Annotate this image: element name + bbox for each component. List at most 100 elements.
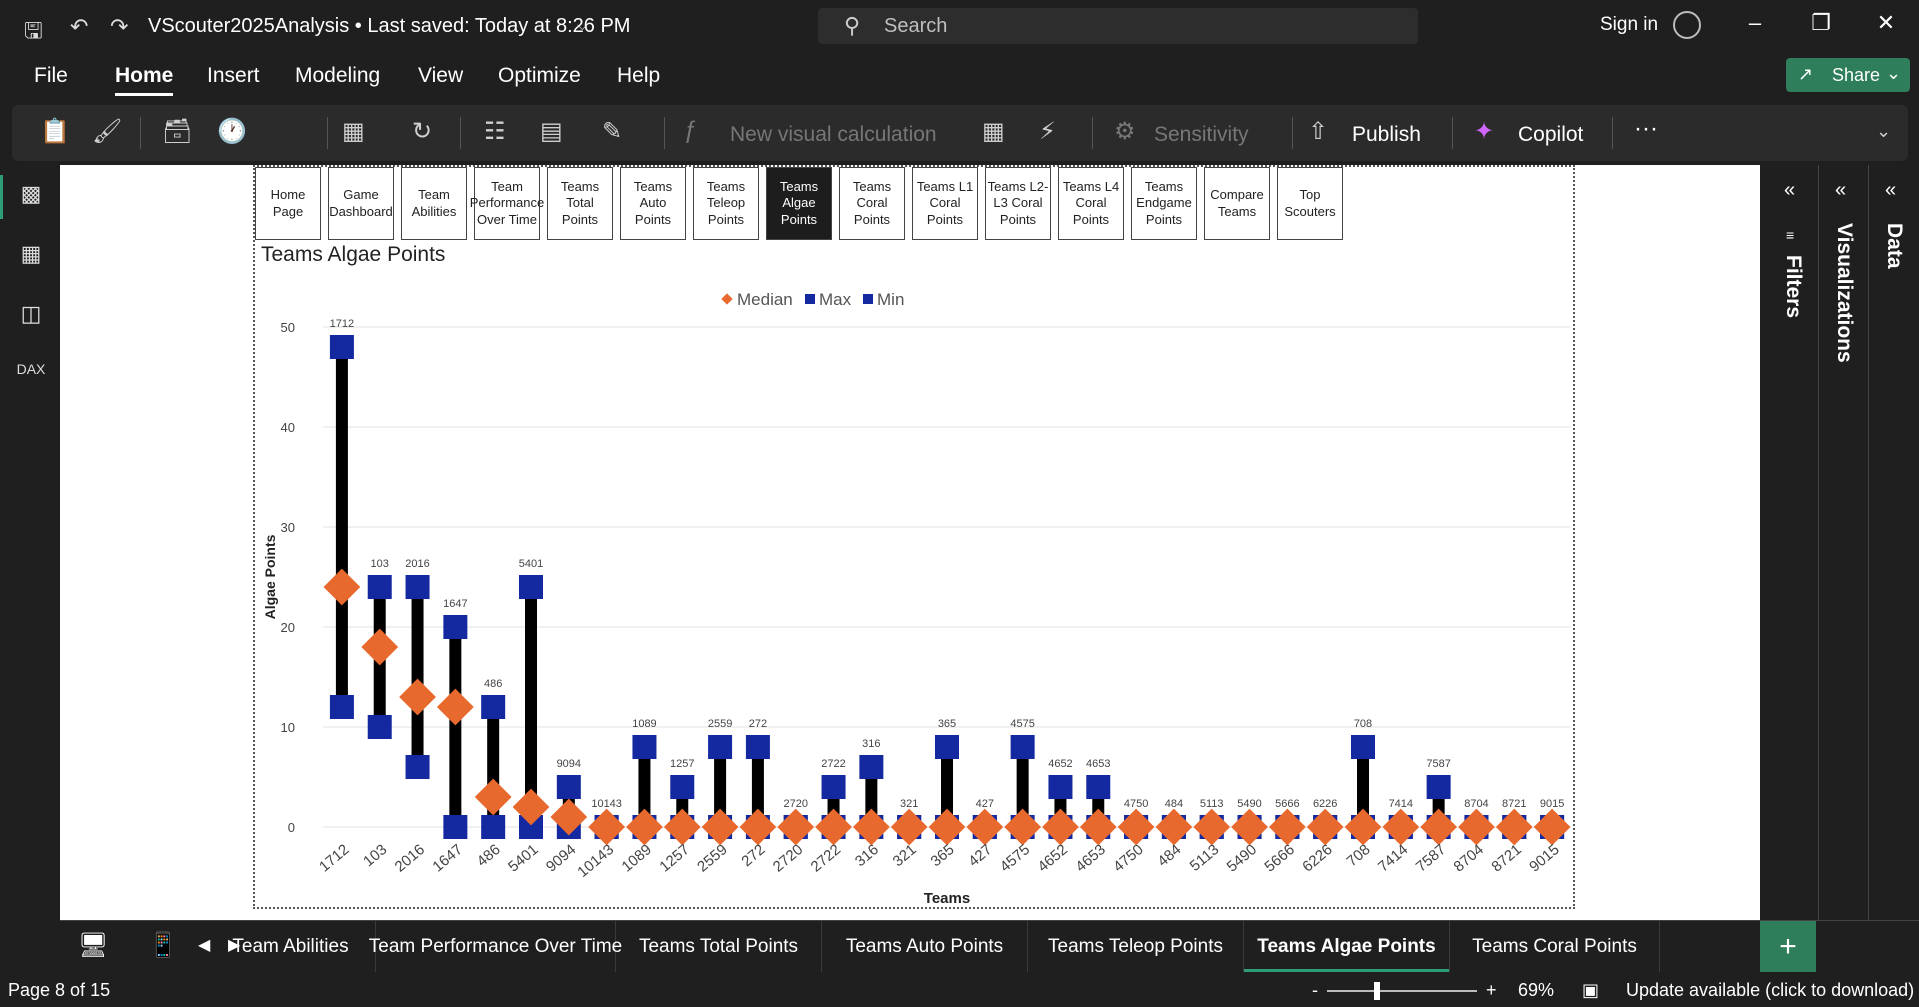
copilot-icon[interactable]: ✦ [1474,118,1495,145]
sensitivity-icon: ⚙ [1114,118,1136,145]
median-marker [1268,808,1306,846]
add-page-button[interactable]: + [1760,921,1816,973]
recent-sources-icon[interactable]: 🕐 [217,118,247,145]
format-painter-icon[interactable]: 🖌 [92,118,123,145]
page-tab-team-performance-over-time[interactable]: Team Performance Over Time [369,921,622,973]
nav-button-teams-endgame-points[interactable]: Teams Endgame Points [1131,167,1197,240]
page-tab-teams-teleop-points[interactable]: Teams Teleop Points [1028,921,1244,973]
algae-points-chart[interactable]: 0 10 20 30 40 50 Median Max Min Algae Points Teams… [255,267,1573,907]
chevron-left-icon[interactable]: « [1784,179,1796,201]
median-marker [1155,808,1193,846]
copilot-button[interactable]: Copilot [1518,123,1584,146]
median-marker [588,808,626,846]
publish-button[interactable]: Publish [1352,123,1421,146]
chevron-left-icon[interactable]: « [1835,179,1847,201]
page-tab-teams-coral-points[interactable]: Teams Coral Points [1450,921,1660,973]
max-marker [556,775,581,799]
menu-view[interactable]: View [418,64,464,87]
menu-file[interactable]: File [34,64,68,87]
max-marker [745,735,770,759]
paste-icon[interactable]: 📋 [40,118,70,145]
median-marker [739,808,777,846]
new-visual-icon[interactable]: ☷ [484,118,506,145]
visualizations-pane[interactable]: « Visualizations [1818,165,1869,920]
data-label: 103 [371,558,389,570]
ribbon-divider [1092,117,1093,149]
model-view-icon[interactable]: ◫ [20,301,42,326]
nav-button-teams-teleop-points[interactable]: Teams Teleop Points [693,167,759,240]
zoom-level[interactable]: 69% [1518,980,1555,1000]
mobile-layout-icon[interactable]: 📱 [148,932,178,959]
file-title[interactable]: VScouter2025Analysis • Last saved: Today… [148,15,631,37]
restore-icon[interactable]: ❐ [1811,10,1831,35]
nav-button-top-scouters[interactable]: Top Scouters [1277,167,1343,240]
zoom-slider-thumb[interactable] [1374,982,1380,1000]
sign-in-link[interactable]: Sign in [1600,14,1659,35]
save-icon[interactable]: 🖫 [24,18,43,43]
table-view-icon[interactable]: ▦ [20,241,42,266]
text-box-icon[interactable]: ▤ [540,118,563,145]
chevron-down-icon[interactable]: ⌵ [577,17,588,33]
transform-data-icon[interactable]: ▦ [342,118,365,145]
ribbon-divider [327,117,328,149]
nav-button-teams-l1-coral-points[interactable]: Teams L1 Coral Points [912,167,978,240]
nav-button-game-dashboard[interactable]: Game Dashboard [328,167,394,240]
more-options-button[interactable]: ··· [1634,115,1658,142]
nav-button-team-abilities[interactable]: Team Abilities [401,167,467,240]
page-tab-teams-total-points[interactable]: Teams Total Points [616,921,822,973]
more-visuals-icon[interactable]: ✎ [602,118,623,145]
page-tab-team-abilities[interactable]: Team Abilities [206,921,376,973]
zoom-in-button[interactable]: + [1486,980,1497,1000]
nav-button-teams-l2-l3-coral-points[interactable]: Teams L2-L3 Coral Points [985,167,1051,240]
zoom-slider-track[interactable] [1327,990,1477,992]
search-box[interactable]: ⚲ Search [818,8,1418,44]
previous-page-icon[interactable]: ◀ [198,937,211,954]
chevron-down-icon[interactable]: ⌄ [1876,121,1892,141]
close-icon[interactable]: ✕ [1876,10,1896,35]
data-pane[interactable]: « Data [1868,165,1919,920]
nav-button-team-performance-over-time[interactable]: Team Performance Over Time [470,167,544,240]
redo-icon[interactable]: ↷ [110,14,129,39]
nav-button-home-page[interactable]: Home Page [255,167,321,240]
undo-icon[interactable]: ↶ [70,14,89,39]
desktop-layout-icon[interactable]: 🖥 [78,932,109,959]
minimize-icon[interactable]: – [1748,10,1762,35]
nav-button-teams-coral-points[interactable]: Teams Coral Points [839,167,905,240]
fit-to-page-icon[interactable]: ▣ [1582,980,1600,1000]
range-bar [638,747,651,827]
menu-modeling[interactable]: Modeling [295,64,381,87]
nav-button-compare-teams[interactable]: Compare Teams [1204,167,1270,240]
new-measure-icon[interactable]: ▦ [982,118,1005,145]
quick-measure-icon[interactable]: ⚡ [1039,118,1056,145]
nav-button-teams-total-points[interactable]: Teams Total Points [547,167,613,240]
zoom-out-button[interactable]: - [1312,980,1318,1000]
dax-query-view-icon[interactable]: DAX [16,361,46,377]
report-view-icon[interactable]: ▩ [20,181,42,206]
page-tab-teams-algae-points[interactable]: Teams Algae Points [1244,921,1450,973]
data-label: 484 [1165,798,1183,810]
nav-button-teams-auto-points[interactable]: Teams Auto Points [620,167,686,240]
menu-optimize[interactable]: Optimize [498,64,581,87]
refresh-icon[interactable]: ↻ [412,118,433,145]
chevron-left-icon[interactable]: « [1885,179,1897,201]
next-page-icon[interactable]: ▶ [228,937,241,954]
filters-pane[interactable]: « ≡ Filters [1768,165,1818,920]
update-available-link[interactable]: Update available (click to download) [1626,980,1915,1000]
page-tab-teams-auto-points[interactable]: Teams Auto Points [822,921,1028,973]
nav-button-teams-l4-coral-points[interactable]: Teams L4 Coral Points [1058,167,1124,240]
visualizations-label[interactable]: Visualizations [1833,223,1856,363]
menu-help[interactable]: Help [617,64,661,87]
median-marker [852,808,890,846]
data-label[interactable]: Data [1883,223,1906,269]
share-button[interactable]: ↗ Share ⌄ [1786,58,1910,92]
get-data-icon[interactable]: 🗃 [162,118,193,145]
data-label: 7587 [1426,758,1450,770]
legend-min-label: Min [877,290,904,309]
menu-home[interactable]: Home [115,64,174,96]
publish-icon[interactable]: ⇧ [1308,118,1329,145]
avatar-icon[interactable] [1673,11,1701,39]
x-tick-label: 7414 [1375,841,1411,875]
filters-label[interactable]: Filters [1782,255,1805,319]
menu-insert[interactable]: Insert [207,64,260,87]
nav-button-teams-algae-points[interactable]: Teams Algae Points [766,167,832,240]
